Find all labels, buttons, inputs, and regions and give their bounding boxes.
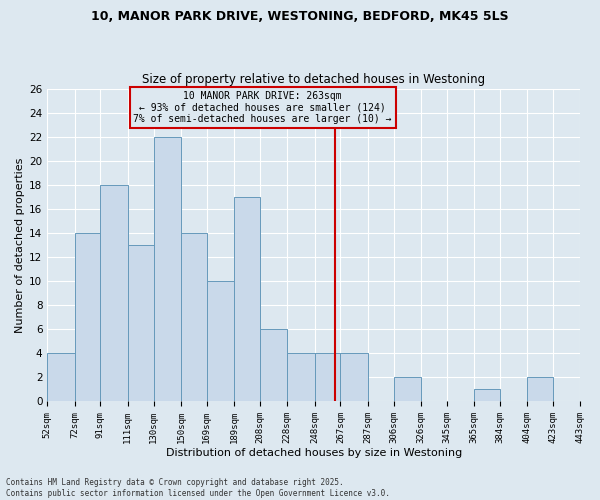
Bar: [207, 281, 234, 402]
Bar: [527, 378, 553, 402]
Bar: [394, 378, 421, 402]
Bar: [181, 233, 207, 402]
Bar: [474, 390, 500, 402]
Text: Contains HM Land Registry data © Crown copyright and database right 2025.
Contai: Contains HM Land Registry data © Crown c…: [6, 478, 390, 498]
Text: 10 MANOR PARK DRIVE: 263sqm
← 93% of detached houses are smaller (124)
7% of sem: 10 MANOR PARK DRIVE: 263sqm ← 93% of det…: [133, 91, 392, 124]
Bar: [154, 136, 181, 402]
Bar: [128, 245, 154, 402]
Bar: [314, 353, 340, 402]
Bar: [287, 353, 314, 402]
Y-axis label: Number of detached properties: Number of detached properties: [15, 158, 25, 332]
Bar: [580, 378, 600, 402]
Bar: [340, 353, 368, 402]
Bar: [47, 353, 74, 402]
Text: 10, MANOR PARK DRIVE, WESTONING, BEDFORD, MK45 5LS: 10, MANOR PARK DRIVE, WESTONING, BEDFORD…: [91, 10, 509, 23]
Bar: [74, 233, 100, 402]
Bar: [100, 185, 128, 402]
Bar: [234, 197, 260, 402]
X-axis label: Distribution of detached houses by size in Westoning: Distribution of detached houses by size …: [166, 448, 462, 458]
Title: Size of property relative to detached houses in Westoning: Size of property relative to detached ho…: [142, 73, 485, 86]
Bar: [260, 329, 287, 402]
